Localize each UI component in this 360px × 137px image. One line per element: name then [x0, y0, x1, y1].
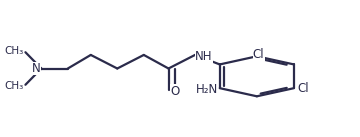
- Text: Cl: Cl: [297, 82, 309, 95]
- Text: Cl: Cl: [253, 48, 265, 61]
- Text: CH₃: CH₃: [4, 81, 24, 91]
- Text: CH₃: CH₃: [4, 46, 24, 56]
- Text: O: O: [170, 85, 180, 98]
- Text: N: N: [32, 62, 41, 75]
- Text: H₂N: H₂N: [196, 83, 218, 96]
- Text: NH: NH: [195, 49, 212, 62]
